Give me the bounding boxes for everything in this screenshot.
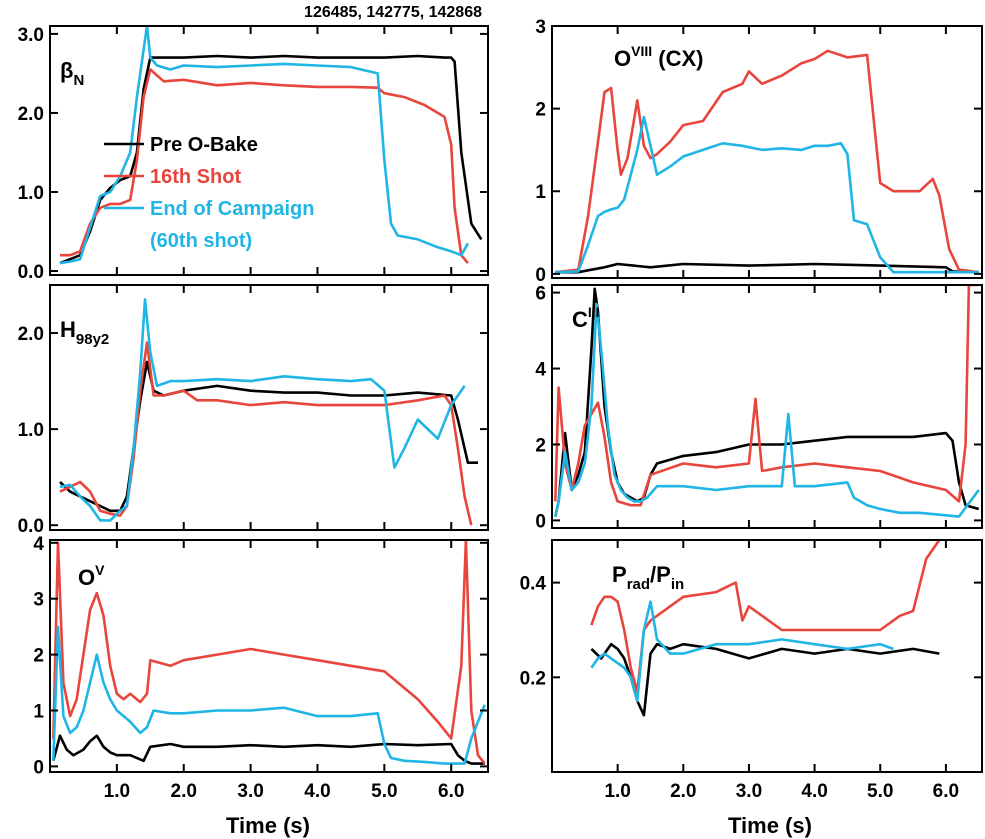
x-tick-label: 1.0: [604, 781, 630, 802]
series-line-campaign_end: [59, 298, 466, 522]
y-tick-label: 1.0: [18, 183, 44, 204]
series-line-campaign_end: [52, 625, 486, 765]
label-part: III: [588, 304, 600, 320]
series-line-campaign_end: [555, 115, 979, 274]
y-tick-label: 2: [535, 100, 546, 121]
y-tick-label: 3: [535, 17, 546, 38]
x-axis-title-left: Time (s): [226, 813, 310, 838]
plot-frame: [49, 25, 489, 276]
x-tick-label: 4.0: [304, 781, 330, 802]
label-part: O: [78, 565, 95, 590]
panel-betaN: 0.0 1.0 2.0 3.0 βN Pre O-Bake 16th Shot End of …: [18, 25, 489, 283]
label-part: P: [612, 562, 627, 587]
legend-label: Pre O-Bake: [150, 134, 258, 156]
y-tick-label: 1.0: [18, 420, 44, 441]
y-tick-label: 1: [535, 182, 546, 203]
y-tick-label: 2.0: [18, 324, 44, 345]
panel-label-betaN: βN: [60, 58, 84, 89]
series-line-pre_bake: [59, 360, 478, 513]
label-part: H: [60, 317, 76, 342]
y-tick-label: 4: [33, 534, 44, 555]
x-tick-label: 3.0: [237, 781, 263, 802]
series-line-campaign_end: [590, 600, 894, 703]
x-tick-label: 6.0: [438, 781, 464, 802]
shot-numbers-header: 126485, 142775, 142868: [304, 4, 482, 21]
y-tick-label: 0.0: [18, 262, 44, 283]
label-part: N: [73, 72, 84, 89]
label-part: /P: [650, 562, 671, 587]
y-tick-label: 0.0: [18, 516, 44, 537]
panel-PradPin: 0.2 0.4 1.0 2.0 3.0 4.0 5.0 6.0 Prad/Pin: [520, 539, 983, 802]
y-tick-label: 2: [535, 435, 546, 456]
plot-frame: [49, 539, 489, 773]
panels: 0.0 1.0 2.0 3.0 βN Pre O-Bake 16th Shot End of …: [18, 17, 983, 802]
panel-CIII: 0 2 4 6 CIII: [535, 284, 983, 532]
label-part: in: [671, 576, 684, 593]
plot-frame: [49, 284, 489, 531]
label-part: C: [572, 307, 588, 332]
label-part: rad: [627, 576, 650, 593]
y-tick-label: 3.0: [18, 25, 44, 46]
label-part: VIII: [631, 43, 652, 59]
label-part: β: [60, 58, 73, 83]
label-part: 98y2: [76, 331, 109, 348]
series-line-pre_bake: [52, 734, 485, 765]
plot-frame: [551, 25, 983, 279]
x-tick-label: 5.0: [371, 781, 397, 802]
y-tick-label: 6: [535, 284, 546, 305]
y-tick-label: 0: [535, 265, 546, 286]
panel-OVIII: 0 1 2 3 OVIII (CX): [535, 17, 983, 286]
y-tick-label: 2: [33, 646, 44, 667]
series-line-shot16: [555, 49, 979, 274]
y-tick-label: 0.2: [520, 668, 546, 689]
series-line-campaign_end: [554, 302, 980, 518]
label-part: V: [95, 562, 105, 578]
legend-label: End of Campaign: [150, 198, 314, 220]
x-tick-label: 1.0: [104, 781, 130, 802]
series-line-pre_bake: [59, 54, 483, 265]
legend-label: 16th Shot: [150, 166, 241, 188]
plot-frame: [551, 539, 983, 773]
panel-label-OVIII: OVIII (CX): [614, 43, 703, 71]
series-line-pre_bake: [555, 262, 979, 274]
y-tick-label: 0: [33, 757, 44, 778]
x-tick-label: 2.0: [670, 781, 696, 802]
y-tick-label: 0: [535, 511, 546, 532]
series-line-shot16: [52, 540, 486, 765]
label-part: O: [614, 46, 631, 71]
panel-label-H98y2: H98y2: [60, 317, 109, 348]
x-tick-label: 5.0: [867, 781, 893, 802]
legend-label: (60th shot): [150, 230, 252, 252]
panel-label-PradPin: Prad/Pin: [612, 562, 684, 593]
panel-OV: 0 1 2 3 4 1.0 2.0 3.0 4.0 5.0 6.0 OV: [33, 534, 489, 802]
label-part: (CX): [652, 46, 703, 71]
series-line-shot16: [590, 540, 941, 693]
panel-label-CIII: CIII: [572, 304, 600, 332]
series-line-shot16: [60, 68, 469, 264]
plot-frame: [551, 284, 983, 529]
series-line-pre_bake: [590, 642, 940, 717]
y-tick-label: 1: [33, 702, 44, 723]
y-tick-label: 0.4: [520, 574, 547, 595]
panel-H98y2: 0.0 1.0 2.0 H98y2: [18, 284, 489, 537]
x-axis-title-right: Time (s): [728, 813, 812, 838]
x-tick-label: 6.0: [933, 781, 959, 802]
y-tick-label: 4: [535, 360, 546, 381]
series-line-shot16: [59, 341, 473, 526]
panel-label-OV: OV: [78, 562, 105, 590]
x-tick-label: 2.0: [171, 781, 197, 802]
y-tick-label: 3: [33, 590, 44, 611]
x-tick-label: 3.0: [736, 781, 762, 802]
series-line-shot16: [554, 285, 979, 507]
x-tick-label: 4.0: [801, 781, 827, 802]
series-line-campaign_end: [59, 26, 470, 265]
y-tick-label: 2.0: [18, 104, 44, 125]
